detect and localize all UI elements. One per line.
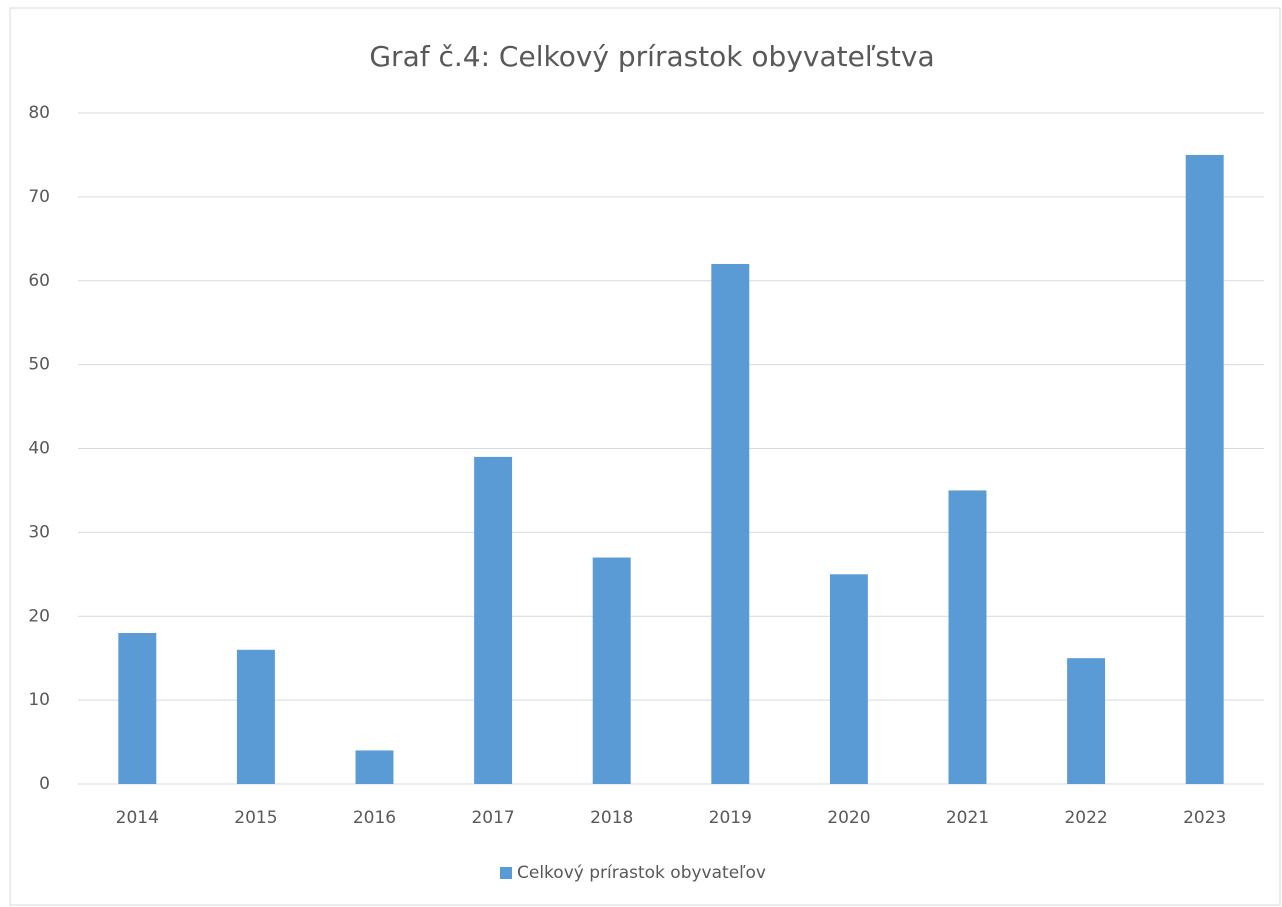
bar	[474, 456, 513, 784]
legend-label: Celkový prírastok obyvateľov	[517, 863, 766, 883]
x-tick-label: 2015	[234, 808, 277, 828]
y-tick-label: 10	[28, 690, 50, 710]
chart-title: Graf č.4: Celkový prírastok obyvateľstva	[369, 40, 934, 73]
y-tick-label: 0	[39, 774, 50, 794]
y-tick-label: 40	[28, 439, 50, 459]
x-tick-label: 2016	[353, 808, 396, 828]
x-tick-label: 2022	[1064, 808, 1107, 828]
y-tick-label: 50	[28, 355, 50, 375]
x-tick-label: 2018	[590, 808, 633, 828]
x-tick-label: 2019	[709, 808, 752, 828]
bar	[1067, 658, 1106, 784]
y-tick-label: 60	[28, 271, 50, 291]
y-tick-label: 70	[28, 187, 50, 207]
bar	[948, 490, 987, 784]
legend-swatch	[500, 867, 512, 879]
y-tick-label: 80	[28, 103, 50, 123]
x-tick-label: 2020	[827, 808, 870, 828]
bar	[355, 750, 394, 784]
x-tick-label: 2023	[1183, 808, 1226, 828]
y-tick-label: 20	[28, 606, 50, 626]
x-tick-label: 2021	[946, 808, 989, 828]
bar	[118, 633, 157, 784]
x-tick-label: 2014	[116, 808, 159, 828]
bar	[711, 263, 750, 785]
bar	[236, 649, 275, 784]
y-tick-label: 30	[28, 522, 50, 542]
bar	[1185, 154, 1224, 784]
x-tick-label: 2017	[471, 808, 514, 828]
bar	[592, 557, 631, 784]
bar	[829, 574, 868, 784]
